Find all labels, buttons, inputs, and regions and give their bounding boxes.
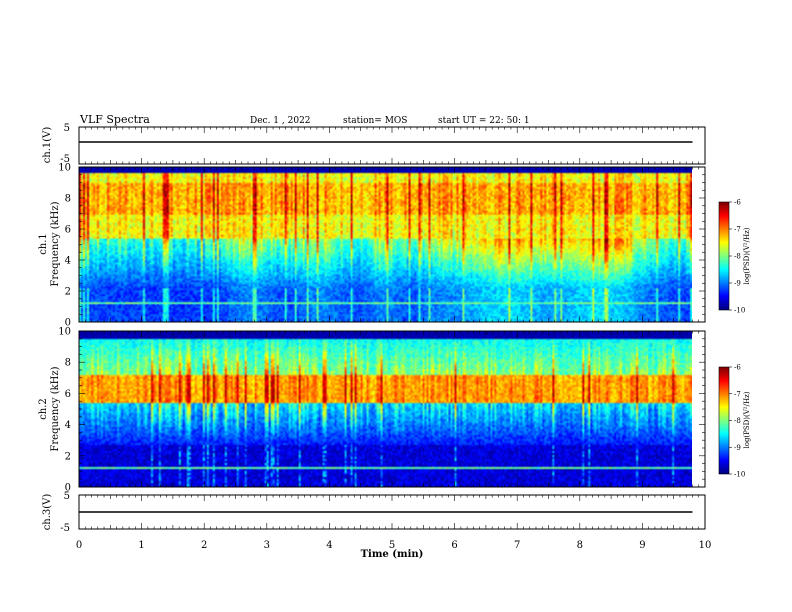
- ch1-colorbar-ticks: -6 -7 -8 -9 -10: [729, 199, 745, 315]
- colorbar1-label--9: -9: [734, 280, 741, 288]
- spectrogram2-ylabel-0: 0: [65, 483, 71, 494]
- ch1-ytick-bottom: -5: [60, 154, 70, 165]
- ch3-ytick-bottom: -5: [60, 523, 70, 534]
- ch1-spectrogram-panel: 0 2 4 6 8 10 ch.1 Frequency (kHz): [38, 163, 706, 329]
- colorbar2-label--7: -7: [734, 390, 741, 398]
- colorbar2-label--6: -6: [734, 364, 741, 372]
- ch1-spectrogram-yticks: 0 2 4 6 8 10: [58, 163, 705, 329]
- spectrogram2-ylabel-4: 4: [65, 420, 71, 431]
- ch2-spectrogram-yticks: 0 2 4 6 8 10: [58, 327, 705, 494]
- ch1-voltage-ylabel: ch.1(V): [42, 127, 53, 164]
- spectrogram2-ylabel-8: 8: [65, 358, 71, 369]
- time-tick-8: 8: [577, 540, 583, 551]
- ch1-spectrogram-image: [79, 167, 692, 322]
- time-tick-6: 6: [451, 540, 457, 551]
- ch2-colorbar-ticks: -6 -7 -8 -9 -10: [729, 364, 745, 479]
- time-tick-2: 2: [201, 540, 207, 551]
- spectrogram1-ylabel-10: 10: [58, 163, 71, 174]
- time-tick-4: 4: [326, 540, 332, 551]
- time-axis-label: Time (min): [361, 549, 424, 560]
- ch2-spectrogram-ylabel: ch.2: [38, 398, 49, 420]
- ch1-colorbar-label: log(PSD)(V²/Hz): [743, 227, 751, 284]
- spectrogram1-ylabel-0: 0: [65, 318, 71, 329]
- time-tick-10: 10: [699, 540, 712, 551]
- ch1-spectrogram-xticks: [78, 167, 706, 322]
- ch1-voltage-frame: [78, 126, 706, 165]
- ch2-colorbar: -6 -7 -8 -9 -10 log(PSD)(V²/Hz): [718, 364, 751, 479]
- spectrogram2-ylabel-6: 6: [65, 389, 71, 400]
- time-tick-3: 3: [264, 540, 270, 551]
- ch2-colorbar-gradient: [719, 367, 729, 474]
- spectrogram1-ylabel-2: 2: [65, 287, 71, 298]
- figure-title: VLF Spectra: [79, 113, 150, 126]
- ch2-spectrogram-xticks: [78, 331, 706, 487]
- time-tick-9: 9: [639, 540, 645, 551]
- time-tick-7: 7: [514, 540, 520, 551]
- ch1-voltage-panel: 5 -5 ch.1(V): [42, 123, 706, 165]
- ch1-ytick-top: 5: [64, 123, 70, 134]
- spectrogram1-ylabel-6: 6: [65, 225, 71, 236]
- ch1-spectrogram-ylabel: ch.1: [38, 233, 49, 255]
- time-tick-0: 0: [76, 540, 82, 551]
- ch1-colorbar: -6 -7 -8 -9 -10 log(PSD)(V²/Hz): [718, 199, 751, 315]
- ch3-voltage-panel: 5 -5 ch.3(V) 0 1 2 3 4 5 6 7 8 9 10 Time (min): [42, 491, 711, 560]
- colorbar1-label--8: -8: [734, 253, 741, 261]
- ch2-colorbar-label: log(PSD)(V²/Hz): [743, 391, 751, 448]
- colorbar2-label--9: -9: [734, 444, 741, 452]
- ch2-frequency-ylabel: Frequency (kHz): [50, 366, 61, 451]
- spectrogram1-ylabel-8: 8: [65, 194, 71, 205]
- start-time-label: start UT = 22: 50: 1: [438, 116, 530, 126]
- ch1-colorbar-gradient: [719, 202, 729, 310]
- colorbar2-label--10: -10: [734, 471, 745, 479]
- ch2-spectrogram-image: [79, 331, 692, 487]
- station-label: station= MOS: [343, 116, 407, 126]
- ch3-ytick-top: 5: [64, 491, 70, 502]
- spectrogram2-ylabel-2: 2: [65, 451, 71, 462]
- colorbar2-label--8: -8: [734, 417, 741, 425]
- time-tick-1: 1: [138, 540, 144, 551]
- ch2-spectrogram-panel: 0 2 4 6 8 10 ch.2 Frequency (kHz): [38, 327, 706, 494]
- date-label: Dec. 1 , 2022: [250, 116, 311, 126]
- colorbar1-label--6: -6: [734, 199, 741, 207]
- time-axis-ticklabels: 0 1 2 3 4 5 6 7 8 9 10: [76, 540, 712, 551]
- colorbar1-label--10: -10: [734, 307, 745, 315]
- colorbar1-label--7: -7: [734, 226, 741, 234]
- ch3-voltage-xticks: [78, 495, 706, 529]
- ch3-voltage-ylabel: ch.3(V): [42, 494, 53, 531]
- ch1-frequency-ylabel: Frequency (kHz): [50, 201, 61, 286]
- spectrogram2-ylabel-10: 10: [58, 327, 71, 338]
- ch1-voltage-xticks: [78, 127, 706, 164]
- time-tick-5: 5: [389, 540, 395, 551]
- spectrogram1-ylabel-4: 4: [65, 256, 71, 267]
